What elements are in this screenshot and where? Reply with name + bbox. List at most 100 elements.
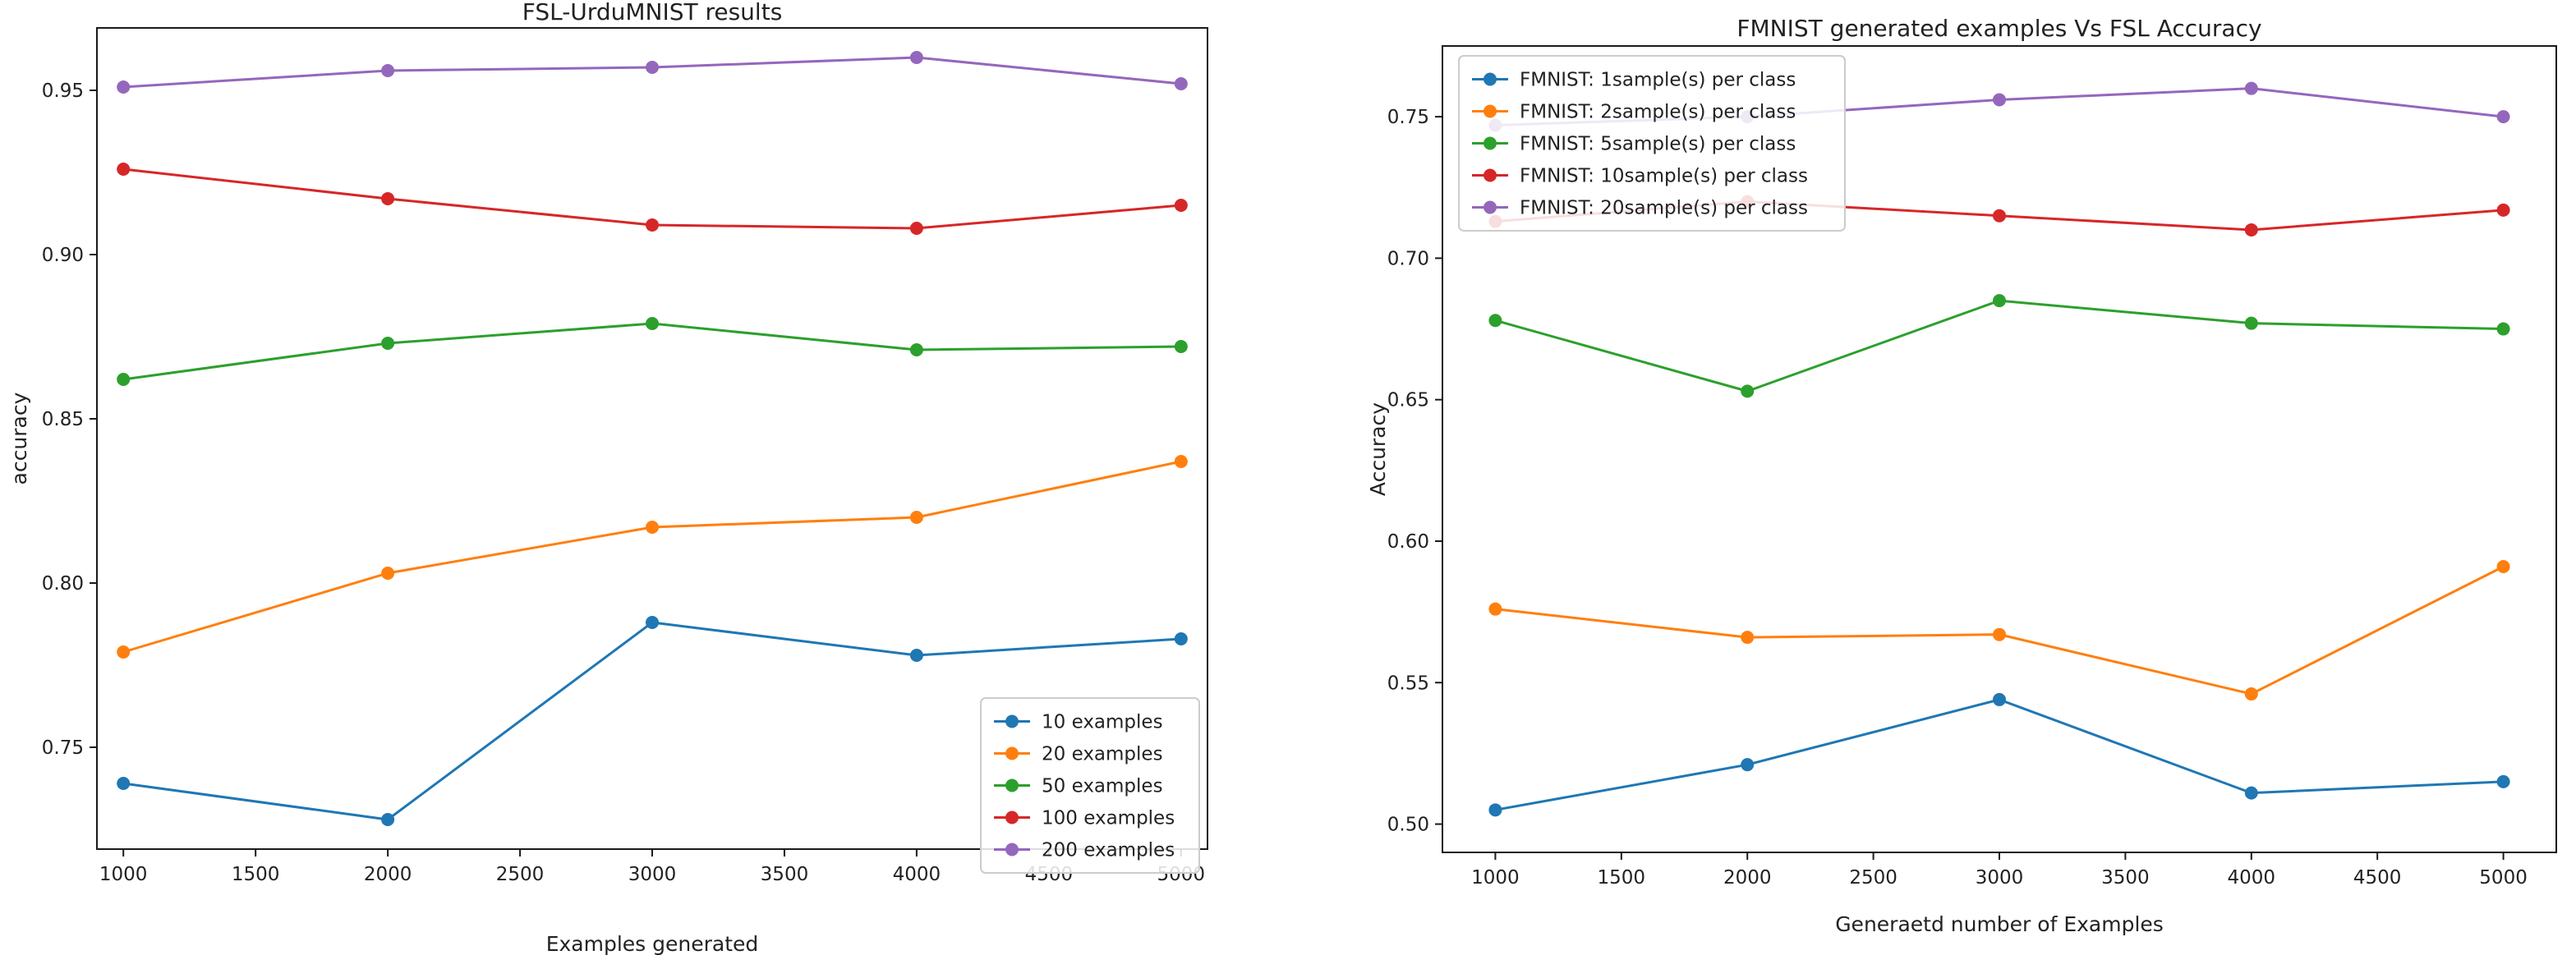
legend-item: FMNIST: 2sample(s) per class [1472, 102, 1796, 123]
data-point [2244, 687, 2258, 701]
data-point [1174, 199, 1188, 212]
data-point [1174, 632, 1188, 645]
legend-label: 50 examples [1042, 776, 1163, 797]
x-tick-label: 1000 [99, 864, 148, 885]
data-point [117, 373, 131, 386]
data-point [1741, 631, 1755, 645]
data-point [2244, 316, 2258, 330]
legend-item: 20 examples [994, 744, 1163, 765]
y-tick-label: 0.75 [42, 737, 84, 759]
legend-box [1458, 55, 1846, 232]
legend-swatch-marker [1005, 778, 1019, 792]
y-tick-label: 0.85 [42, 409, 84, 430]
x-tick-label: 4000 [2228, 867, 2276, 889]
series-4 [117, 163, 1188, 235]
chart-title: FMNIST generated examples Vs FSL Accurac… [1736, 15, 2261, 42]
y-tick-label: 0.90 [42, 245, 84, 266]
legend-item: 50 examples [994, 776, 1163, 797]
data-point [2244, 223, 2258, 237]
x-axis-label: Examples generated [546, 932, 759, 956]
legend-label: FMNIST: 20sample(s) per class [1520, 198, 1808, 219]
legend-item: FMNIST: 20sample(s) per class [1472, 198, 1808, 219]
x-tick-label: 5000 [2479, 867, 2528, 889]
data-point [1993, 692, 2006, 706]
data-point [1174, 77, 1188, 90]
legend-swatch-marker [1005, 746, 1019, 760]
legend: 10 examples 20 examples 50 examples 100 exa… [980, 697, 1200, 874]
chart-title: FSL-UrduMNIST results [522, 0, 783, 25]
legend-swatch-marker [1484, 168, 1497, 182]
legend-label: 200 examples [1042, 840, 1175, 861]
x-tick-label: 2000 [1723, 867, 1772, 889]
y-tick-label: 0.80 [42, 573, 84, 595]
legend-label: 100 examples [1042, 808, 1175, 829]
legend-item: 200 examples [994, 840, 1175, 861]
data-point [117, 80, 131, 94]
legend-label: 10 examples [1042, 712, 1163, 733]
x-tick-label: 2000 [364, 864, 412, 885]
x-tick-label: 3000 [628, 864, 677, 885]
data-point [2244, 81, 2258, 95]
data-point [2496, 110, 2510, 124]
data-point [381, 813, 395, 826]
x-tick-label: 3500 [761, 864, 809, 885]
data-point [1741, 758, 1755, 772]
x-axis-label: Generaetd number of Examples [1835, 912, 2164, 936]
data-point [909, 649, 923, 662]
legend-item: 10 examples [994, 712, 1163, 733]
data-point [1993, 627, 2006, 641]
x-tick-label: 3000 [1976, 867, 2024, 889]
y-tick-label: 0.60 [1387, 531, 1429, 553]
series-2 [117, 455, 1188, 659]
data-point [1488, 314, 1502, 328]
series-2 [1488, 559, 2510, 701]
legend-swatch-marker [1005, 714, 1019, 728]
legend-item: 100 examples [994, 808, 1175, 829]
series-line [1495, 698, 2504, 811]
x-tick-label: 1500 [1598, 867, 1646, 889]
y-tick-label: 0.95 [42, 80, 84, 102]
data-point [117, 163, 131, 176]
legend-swatch-marker [1484, 72, 1497, 86]
data-point [646, 521, 659, 534]
x-tick-label: 1000 [1471, 867, 1520, 889]
y-axis-label: accuracy [7, 392, 31, 484]
legend-item: FMNIST: 5sample(s) per class [1472, 134, 1796, 155]
data-point [381, 567, 395, 580]
legend-box [980, 697, 1200, 874]
legend-label: FMNIST: 10sample(s) per class [1520, 166, 1808, 187]
legend-label: FMNIST: 2sample(s) per class [1520, 102, 1796, 123]
y-tick-label: 0.55 [1387, 673, 1429, 694]
legend: FMNIST: 1sample(s) per class FMNIST: 2sam… [1458, 55, 1846, 232]
x-tick-label: 1500 [232, 864, 280, 885]
legend-swatch-marker [1484, 200, 1497, 214]
data-point [646, 616, 659, 629]
legend-item: FMNIST: 10sample(s) per class [1472, 166, 1808, 187]
data-point [1993, 93, 2006, 107]
data-point [646, 218, 659, 232]
x-tick-label: 4500 [2353, 867, 2402, 889]
y-tick-label: 0.75 [1387, 107, 1429, 128]
data-point [1488, 602, 1502, 616]
x-tick-label: 3500 [2101, 867, 2150, 889]
series-1 [117, 616, 1188, 826]
series-3 [117, 317, 1188, 386]
data-point [117, 777, 131, 790]
series-5 [117, 51, 1188, 94]
legend-label: 20 examples [1042, 744, 1163, 765]
data-point [2244, 786, 2258, 800]
legend-label: FMNIST: 1sample(s) per class [1520, 70, 1796, 91]
chart-2: FMNIST generated examples Vs FSL Accurac… [1366, 15, 2557, 936]
data-point [909, 511, 923, 524]
series-3 [1488, 294, 2510, 398]
x-tick-label: 2500 [496, 864, 545, 885]
data-point [1993, 209, 2006, 223]
series-1 [1488, 692, 2510, 817]
legend-swatch-marker [1005, 811, 1019, 824]
data-point [646, 61, 659, 74]
chart-1: FSL-UrduMNIST results 1000 1500 2000 2500 300… [7, 0, 1208, 956]
data-point [381, 192, 395, 205]
data-point [1174, 455, 1188, 468]
y-tick-label: 0.50 [1387, 815, 1429, 836]
